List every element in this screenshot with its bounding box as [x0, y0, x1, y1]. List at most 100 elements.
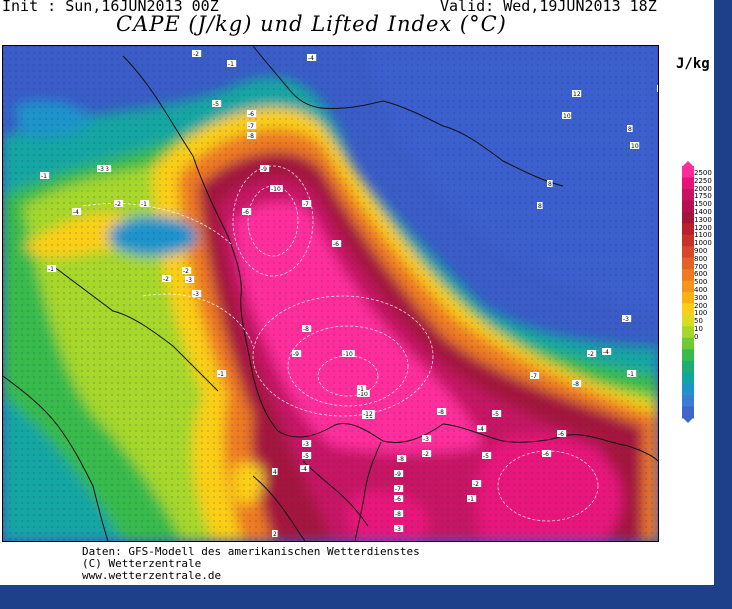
svg-text:8: 8: [548, 181, 552, 188]
svg-text:-6: -6: [333, 241, 339, 248]
li-label: -1: [627, 370, 637, 378]
li-label: -5: [492, 410, 502, 418]
li-label: -3: [622, 315, 632, 323]
svg-text:-6: -6: [543, 451, 549, 458]
svg-text:-6: -6: [243, 209, 249, 216]
li-contours: [82, 165, 599, 522]
svg-text:-2: -2: [183, 268, 189, 275]
svg-text:2: 2: [273, 531, 277, 538]
li-label: -1: [217, 370, 227, 378]
li-label: -3: [394, 525, 404, 533]
weather-map: -2 -1 -4 -3 -5 -6 -7 -8 -1 -3 -2 -1 -4 -2 -3 -1 -9 -10 -6 -…: [2, 45, 659, 542]
svg-text:-4: -4: [603, 349, 609, 356]
svg-text:-8: -8: [248, 133, 254, 140]
li-label: -6: [242, 208, 252, 216]
svg-text:4: 4: [273, 469, 277, 476]
svg-text:-2: -2: [193, 51, 199, 58]
colorbar-swatch: [682, 223, 694, 236]
svg-text:-4: -4: [308, 55, 314, 62]
svg-text:-8: -8: [398, 456, 404, 463]
svg-text:-5: -5: [493, 411, 499, 418]
svg-text:12: 12: [573, 91, 581, 98]
svg-text:10: 10: [631, 143, 639, 150]
li-label: -1: [40, 172, 50, 180]
svg-text:-1: -1: [141, 201, 147, 208]
legend-tick-label: 50: [694, 317, 703, 326]
legend-tick-label: 900: [694, 246, 708, 255]
li-label: 10: [630, 142, 640, 150]
li-label: -9: [394, 470, 404, 478]
li-label: -7: [247, 122, 257, 130]
li-label: -10: [270, 185, 283, 193]
li-label: -10: [357, 390, 370, 398]
legend-tick-label: 800: [694, 254, 708, 263]
svg-text:-5: -5: [213, 101, 219, 108]
li-label: -1: [47, 265, 57, 273]
svg-text:-12: -12: [363, 411, 373, 418]
colorbar-swatch: [682, 257, 694, 270]
li-label: -8: [437, 408, 447, 416]
li-label: -3: [97, 165, 107, 173]
svg-text:-8: -8: [303, 326, 309, 333]
colorbar-swatch: [682, 166, 694, 178]
colorbar-swatch: [682, 200, 694, 213]
li-label: -4: [477, 425, 487, 433]
svg-text:-7: -7: [531, 373, 537, 380]
li-label: -4: [300, 465, 310, 473]
colorbar-swatch: [682, 337, 694, 350]
map-title: CAPE (J/kg) und Lifted Index (°C): [116, 12, 507, 36]
li-label: -10: [342, 350, 355, 358]
li-label: -6: [542, 450, 552, 458]
li-label: 8: [547, 180, 553, 188]
svg-text:-10: -10: [271, 186, 281, 193]
legend-tick-label: 700: [694, 262, 708, 271]
colorbar-swatch: [682, 303, 694, 316]
svg-text:-1: -1: [468, 496, 474, 503]
legend-tick-label: 1400: [694, 207, 712, 216]
svg-text:-3: -3: [303, 441, 309, 448]
credits-copyright: (C) Wetterzentrale: [82, 557, 202, 570]
li-label: -8: [397, 455, 407, 463]
svg-text:-5: -5: [303, 453, 309, 460]
colorbar-swatch: [682, 177, 694, 190]
legend-tick-label: 200: [694, 301, 708, 310]
credits-source: Daten: GFS-Modell des amerikanischen Wet…: [82, 545, 420, 558]
svg-text:-2: -2: [473, 481, 479, 488]
li-label: -5: [302, 452, 312, 460]
credits: Daten: GFS-Modell des amerikanischen Wet…: [82, 546, 420, 582]
svg-text:-1: -1: [628, 371, 634, 378]
legend-tick-label: 600: [694, 270, 708, 279]
li-label: 4: [272, 468, 278, 476]
li-label: 8: [627, 125, 633, 133]
li-label: -2: [162, 275, 172, 283]
svg-text:-3: -3: [193, 291, 199, 298]
svg-text:8: 8: [628, 126, 632, 133]
li-label: -2: [182, 267, 192, 275]
cape-field: -2 -1 -4 -3 -5 -6 -7 -8 -1 -3 -2 -1 -4 -2 -3 -1 -9 -10 -6 -…: [3, 46, 658, 541]
colorbar-swatch: [682, 246, 694, 259]
svg-text:-10: -10: [358, 391, 368, 398]
li-label: -4: [307, 54, 317, 62]
svg-text:-4: -4: [301, 466, 307, 473]
legend-tick-label: 100: [694, 309, 708, 318]
svg-text:-3: -3: [186, 277, 192, 284]
svg-text:-2: -2: [423, 451, 429, 458]
li-label: -3: [185, 276, 195, 284]
svg-text:-3: -3: [423, 436, 429, 443]
init-time: Init : Sun,16JUN2013 00Z: [2, 0, 219, 15]
svg-text:-6: -6: [395, 496, 401, 503]
svg-text:-8: -8: [395, 511, 401, 518]
li-label: -7: [302, 200, 312, 208]
valid-time: Valid: Wed,19JUN2013 18Z: [440, 0, 657, 15]
li-label: -9: [260, 165, 270, 173]
svg-text:-6: -6: [248, 111, 254, 118]
li-label: 8: [537, 202, 543, 210]
li-label: -8: [302, 325, 312, 333]
li-label: -4: [72, 208, 82, 216]
svg-text:8: 8: [538, 203, 542, 210]
li-label: -8: [247, 132, 257, 140]
legend-tick-label: 2250: [694, 176, 712, 185]
svg-text:-7: -7: [395, 486, 401, 493]
legend-tick-label: 1100: [694, 231, 712, 240]
colorbar-swatch: [682, 269, 694, 282]
